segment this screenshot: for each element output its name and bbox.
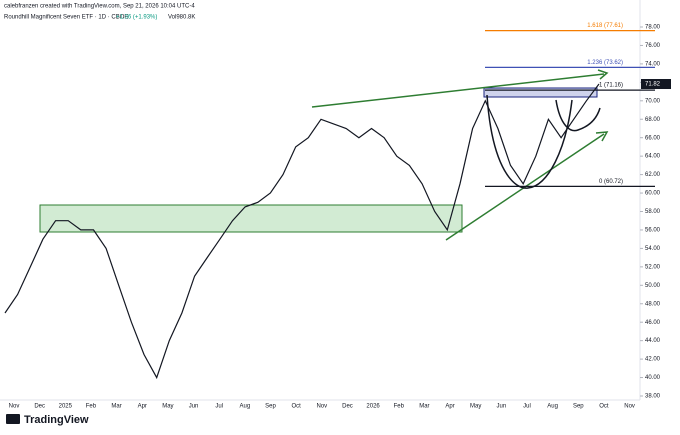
x-tick-label: Mar xyxy=(111,404,121,410)
brand: TradingView xyxy=(6,414,89,426)
volume: Vol980.8K xyxy=(168,15,195,21)
y-tick-label: 50.00 xyxy=(645,283,661,289)
fib-label: 1.618 (77.61) xyxy=(587,23,623,29)
resistance-zone xyxy=(483,87,598,98)
x-tick-label: 2025 xyxy=(59,404,73,410)
x-tick-label: Jun xyxy=(497,404,507,410)
x-tick-label: Jul xyxy=(215,404,223,410)
header: calebfranzen created with TradingView.co… xyxy=(4,4,195,10)
handle xyxy=(555,99,601,132)
x-tick-label: Apr xyxy=(445,404,454,410)
y-tick-label: 40.00 xyxy=(645,375,661,381)
x-tick-label: Nov xyxy=(624,404,635,410)
x-tick-label: Nov xyxy=(316,404,327,410)
x-tick-label: Feb xyxy=(86,404,97,410)
support-zone xyxy=(39,204,463,233)
x-tick-label: Apr xyxy=(138,404,147,410)
y-tick-label: 46.00 xyxy=(645,320,661,326)
y-tick-label: 56.00 xyxy=(645,228,661,234)
y-tick-label: 42.00 xyxy=(645,357,661,363)
last-price-badge xyxy=(641,79,671,90)
x-tick-label: May xyxy=(470,404,481,410)
y-tick-label: 48.00 xyxy=(645,301,661,307)
y-tick-label: 62.00 xyxy=(645,172,661,178)
y-tick-label: 58.00 xyxy=(645,209,661,215)
y-tick-label: 64.00 xyxy=(645,154,661,160)
y-tick-label: 76.00 xyxy=(645,43,661,49)
y-tick-label: 44.00 xyxy=(645,338,661,344)
chart-title: Roundhill Magnificent Seven ETF · 1D · C… xyxy=(4,15,128,21)
y-tick-label: 68.00 xyxy=(645,117,661,123)
brand-name: TradingView xyxy=(24,414,89,426)
x-tick-label: Feb xyxy=(394,404,405,410)
cup xyxy=(486,94,573,189)
arrow-head xyxy=(597,69,609,80)
fib-label: 1.236 (73.62) xyxy=(587,60,623,66)
x-tick-label: Dec xyxy=(34,404,45,410)
x-tick-label: Aug xyxy=(240,404,251,410)
fib-label: 1 (71.16) xyxy=(599,83,623,89)
y-tick-label: 38.00 xyxy=(645,394,661,400)
x-tick-label: Sep xyxy=(573,404,584,410)
x-tick-label: Jul xyxy=(523,404,531,410)
y-tick-label: 52.00 xyxy=(645,264,661,270)
x-tick-label: May xyxy=(162,404,173,410)
x-tick-label: Oct xyxy=(291,404,301,410)
y-tick-label: 70.00 xyxy=(645,98,661,104)
logo xyxy=(6,414,20,424)
x-tick-label: Mar xyxy=(419,404,429,410)
x-tick-label: Jun xyxy=(189,404,199,410)
arrow-head xyxy=(595,131,609,142)
x-tick-label: Nov xyxy=(9,404,20,410)
upper-trendline xyxy=(311,73,605,108)
x-tick-label: Dec xyxy=(342,404,353,410)
x-tick-label: Oct xyxy=(599,404,609,410)
y-tick-label: 74.00 xyxy=(645,61,661,67)
y-tick-label: 54.00 xyxy=(645,246,661,252)
price-line xyxy=(4,83,600,380)
change: +1.36 (+1.93%) xyxy=(116,15,157,21)
x-tick-label: Sep xyxy=(265,404,276,410)
y-tick-label: 78.00 xyxy=(645,25,661,31)
fib-label: 0 (60.72) xyxy=(599,179,623,185)
x-tick-label: 2026 xyxy=(366,404,380,410)
last-price-label: 71.82 xyxy=(645,82,661,88)
x-tick-label: Aug xyxy=(547,404,558,410)
y-tick-label: 66.00 xyxy=(645,135,661,141)
y-tick-label: 60.00 xyxy=(645,191,661,197)
